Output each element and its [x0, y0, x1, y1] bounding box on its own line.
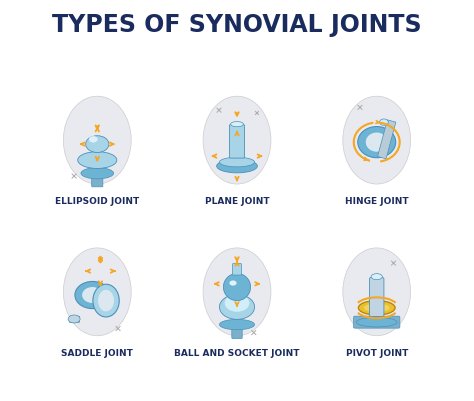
Text: HINGE JOINT: HINGE JOINT [345, 196, 409, 205]
FancyBboxPatch shape [91, 171, 103, 187]
Ellipse shape [64, 97, 131, 184]
FancyBboxPatch shape [69, 316, 80, 323]
Text: SADDLE JOINT: SADDLE JOINT [61, 348, 133, 357]
Ellipse shape [98, 290, 114, 312]
Ellipse shape [231, 122, 243, 128]
Circle shape [223, 274, 251, 301]
FancyBboxPatch shape [354, 316, 400, 328]
Ellipse shape [380, 119, 388, 126]
Ellipse shape [93, 285, 119, 317]
Ellipse shape [358, 127, 396, 158]
Ellipse shape [75, 282, 110, 309]
Text: ELLIPSOID JOINT: ELLIPSOID JOINT [55, 196, 139, 205]
Text: TYPES OF SYNOVIAL JOINTS: TYPES OF SYNOVIAL JOINTS [52, 13, 422, 37]
Text: PLANE JOINT: PLANE JOINT [205, 196, 269, 205]
Ellipse shape [203, 97, 271, 184]
Ellipse shape [225, 294, 249, 312]
Ellipse shape [78, 152, 117, 169]
Text: BALL AND SOCKET JOINT: BALL AND SOCKET JOINT [174, 348, 300, 357]
Ellipse shape [371, 274, 383, 280]
Ellipse shape [64, 248, 131, 336]
Ellipse shape [219, 158, 255, 168]
Ellipse shape [82, 287, 103, 303]
Ellipse shape [81, 168, 114, 179]
Ellipse shape [219, 320, 255, 330]
FancyBboxPatch shape [232, 323, 242, 339]
Polygon shape [378, 121, 396, 159]
Ellipse shape [356, 318, 397, 327]
Ellipse shape [358, 301, 395, 315]
FancyBboxPatch shape [229, 125, 245, 159]
Ellipse shape [364, 304, 390, 312]
Text: PIVOT JOINT: PIVOT JOINT [346, 348, 408, 357]
FancyBboxPatch shape [370, 278, 384, 317]
Ellipse shape [343, 248, 410, 336]
Ellipse shape [86, 136, 109, 153]
Ellipse shape [203, 248, 271, 336]
Ellipse shape [68, 315, 80, 323]
Ellipse shape [219, 295, 255, 320]
Ellipse shape [89, 137, 98, 143]
Ellipse shape [343, 97, 410, 184]
Ellipse shape [217, 160, 257, 173]
FancyBboxPatch shape [233, 264, 241, 275]
Ellipse shape [366, 133, 388, 152]
Ellipse shape [229, 281, 237, 286]
